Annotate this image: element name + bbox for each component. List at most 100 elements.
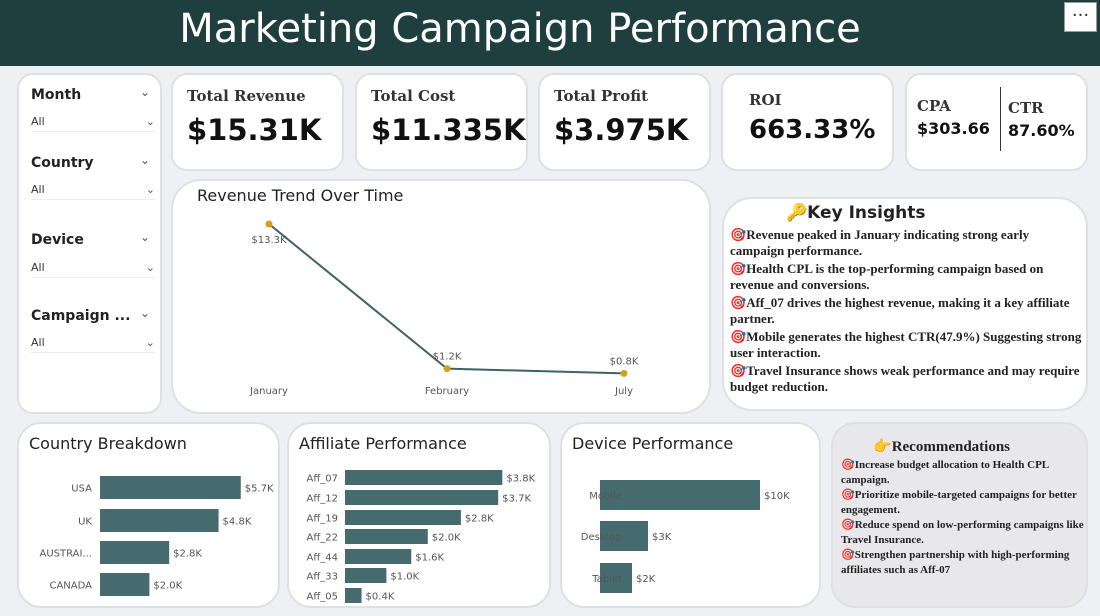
category-label: Aff_12 [307, 494, 338, 505]
kpi-label: CTR [1008, 99, 1044, 117]
kpi-value: $11.335K [371, 113, 526, 147]
filter-value: All [31, 183, 45, 196]
kpi-label: ROI [749, 91, 782, 109]
pointing-hand-icon: 👉 [873, 439, 892, 455]
list-item-text: Mobile generates the highest CTR(47.9%) … [730, 329, 1082, 360]
kpi-value: 663.33% [749, 115, 876, 145]
data-label: $3.8K [506, 474, 535, 485]
category-label: Desktop [581, 532, 622, 543]
list-item-text: Increase budget allocation to Health CPL… [841, 459, 1049, 486]
revenue-trend-chart: $13.3K January $1.2K February $0.8K July [249, 220, 639, 397]
category-label: Aff_05 [307, 592, 338, 603]
bar [345, 568, 387, 583]
data-point [620, 369, 628, 377]
kpi-total-cost: Total Cost $11.335K [355, 73, 528, 171]
list-item: 🎯Mobile generates the highest CTR(47.9%)… [730, 329, 1082, 361]
bar [345, 529, 428, 544]
category-label: AUSTRAI... [40, 549, 93, 560]
target-icon: 🎯 [730, 295, 747, 310]
key-icon: 🔑 [786, 203, 808, 223]
x-tick-label: January [249, 386, 288, 397]
filter-value: All [31, 115, 45, 128]
device-performance-card: Device Performance Mobile $10K Desktop $3K T… [560, 422, 821, 608]
bar [600, 521, 648, 551]
chevron-down-icon[interactable]: ⌄ [139, 230, 150, 244]
key-insights-title: 🔑Key Insights [786, 203, 925, 223]
filter-value: All [31, 336, 45, 349]
country-breakdown-card: Country Breakdown USA $5.7K UK $4.8K AUSTRAI… [17, 422, 280, 608]
title-text: Recommendations [891, 439, 1011, 455]
category-label: Aff_07 [307, 474, 338, 485]
filter-country-select[interactable]: All ⌄ [31, 183, 155, 200]
bar [600, 480, 760, 510]
revenue-trend-card: Revenue Trend Over Time $13.3K January $1.… [171, 179, 711, 414]
list-item: 🎯Aff_07 drives the highest revenue, maki… [730, 295, 1082, 327]
chevron-down-icon: ⌄ [145, 336, 155, 349]
data-label: $5.7K [245, 484, 274, 495]
category-label: Mobile [589, 491, 622, 502]
bar [100, 573, 150, 596]
chart-title: Country Breakdown [29, 434, 187, 453]
target-icon: 🎯 [730, 329, 747, 344]
list-item: 🎯Travel Insurance shows weak performance… [730, 363, 1082, 395]
data-label: $2K [636, 574, 656, 585]
data-label: $2.8K [173, 549, 202, 560]
list-item-text: Revenue peaked in January indicating str… [730, 227, 1030, 258]
target-icon: 🎯 [841, 549, 855, 561]
kpi-value: $15.31K [187, 113, 322, 147]
bar [600, 563, 632, 593]
kpi-label: CPA [917, 97, 951, 115]
more-options-button[interactable]: ··· [1064, 2, 1097, 32]
data-label: $0.4K [366, 592, 395, 603]
data-label: $13.3K [251, 235, 287, 246]
bar [100, 541, 170, 564]
bar [345, 470, 503, 485]
chart-title: Device Performance [572, 434, 734, 453]
data-label: $10K [764, 491, 790, 502]
recommendations-list: 🎯 Increase budget allocation to Health CP… [841, 458, 1087, 578]
filter-month-select[interactable]: All ⌄ [31, 115, 155, 132]
data-label: $2.0K [432, 533, 461, 544]
data-label: $3K [652, 532, 672, 543]
data-label: $2.8K [465, 514, 494, 525]
data-label: $1.2K [433, 352, 462, 363]
insights-list: 🎯Revenue peaked in January indicating st… [730, 227, 1082, 397]
filter-campaign-select[interactable]: All ⌄ [31, 336, 155, 353]
chevron-down-icon: ⌄ [145, 183, 155, 196]
chevron-down-icon[interactable]: ⌄ [139, 85, 150, 99]
chart-title: Affiliate Performance [299, 434, 467, 453]
data-label: $4.8K [223, 517, 252, 528]
category-label: Aff_44 [307, 553, 338, 564]
target-icon: 🎯 [730, 261, 747, 276]
kpi-value: 87.60% [1008, 121, 1075, 140]
bar [100, 509, 219, 532]
kpi-value: $303.66 [917, 119, 990, 138]
data-label: $2.0K [153, 581, 182, 592]
kpi-roi: ROI 663.33% [721, 73, 894, 171]
chevron-down-icon[interactable]: ⌄ [139, 153, 150, 167]
bar [345, 490, 499, 505]
data-point [265, 220, 273, 228]
category-label: CANADA [49, 581, 92, 592]
list-item-text: Prioritize mobile-targeted campaigns for… [841, 489, 1077, 516]
x-tick-label: February [425, 386, 469, 397]
target-icon: 🎯 [730, 227, 747, 242]
category-label: USA [71, 484, 92, 495]
kpi-value: $3.975K [554, 113, 689, 147]
page-title: Marketing Campaign Performance [179, 6, 861, 52]
country-breakdown-chart: USA $5.7K UK $4.8K AUSTRAI... $2.8K CANADA $2.0… [40, 476, 274, 596]
filter-device-select[interactable]: All ⌄ [31, 261, 155, 278]
bar [345, 510, 461, 525]
list-item: 🎯Reduce spend on low-performing campaign… [841, 518, 1087, 548]
filter-value: All [31, 261, 45, 274]
list-item-text: Travel Insurance shows weak performance … [730, 363, 1080, 394]
filter-device-label: Device [31, 232, 84, 248]
bar [345, 588, 362, 603]
chart-title: Revenue Trend Over Time [197, 186, 404, 205]
chevron-down-icon[interactable]: ⌄ [139, 306, 150, 320]
filter-country-label: Country [31, 155, 94, 171]
list-item: 🎯Revenue peaked in January indicating st… [730, 227, 1082, 259]
kpi-cpa-ctr: CPA $303.66 CTR 87.60% [905, 73, 1088, 171]
bar [100, 476, 241, 499]
data-label: $1.6K [415, 553, 444, 564]
